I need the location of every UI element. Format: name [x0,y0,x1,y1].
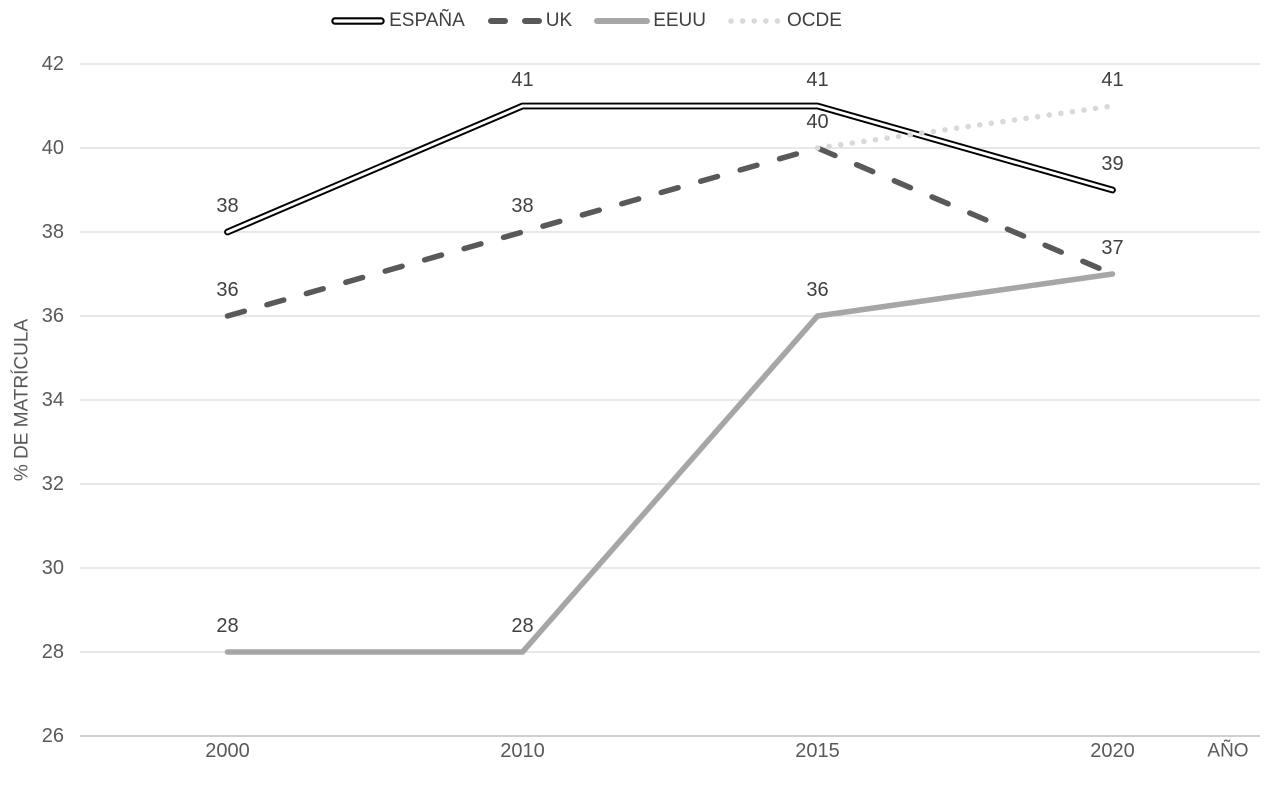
series-line-eeuu [224,271,1116,655]
series-path [224,271,1116,655]
gridlines [80,63,1260,737]
y-tick-label: 26 [42,725,64,747]
y-tick-label: 32 [42,473,64,495]
data-label-eeuu: 28 [511,615,533,637]
series-path [814,103,1116,151]
series-path [224,145,1116,319]
y-tick-label: 34 [42,389,64,411]
data-label-ocde: 41 [1101,69,1123,91]
y-axis-title: % DE MATRÍCULA [12,319,33,482]
data-label-espana: 39 [1101,153,1123,175]
data-label-eeuu: 36 [806,279,828,301]
legend-label: UK [545,10,573,31]
series-line-uk [224,145,1116,319]
x-axis-title: AÑO [1207,740,1248,762]
series-core [226,104,1114,234]
legend-label: EEUU [653,10,706,31]
data-labels: 38 41 41 39 36 38 40 28 28 36 37 41 [216,69,1123,637]
legend-item-eeuu: EEUU [594,10,706,32]
x-tick-label: 2000 [205,740,250,762]
y-tick-label: 28 [42,641,64,663]
data-label-eeuu: 37 [1101,237,1123,259]
y-tick-label: 30 [42,557,64,579]
x-tick-label: 2010 [500,740,545,762]
series-line-espana [224,102,1116,236]
legend-label: OCDE [786,10,842,31]
data-label-espana: 41 [806,69,828,91]
y-tick-labels: 26 28 30 32 34 36 38 40 42 [42,53,64,747]
legend-label: ESPAÑA [389,10,465,31]
legend-double-outline-icon [331,17,385,25]
data-label-espana: 38 [216,195,238,217]
x-tick-labels: 2000 2010 2015 2020 [205,740,1135,762]
data-label-uk: 38 [511,195,533,217]
legend-item-uk: UK [487,10,572,32]
legend-dashed-icon [487,18,542,24]
x-tick-label: 2015 [795,740,840,762]
data-label-uk: 36 [216,279,238,301]
chart-legend: ESPAÑA UK EEUU OCDE [0,6,1229,36]
legend-item-espana: ESPAÑA [330,10,465,32]
data-label-espana: 41 [511,69,533,91]
data-label-eeuu: 28 [216,615,238,637]
x-tick-label: 2020 [1090,740,1135,762]
legend-dotted-icon [728,18,784,24]
y-tick-label: 42 [42,53,64,75]
legend-item-ocde: OCDE [728,10,842,32]
legend-solid-icon [594,18,651,24]
series-line-ocde [814,103,1116,151]
y-tick-label: 36 [42,305,64,327]
data-label-uk: 40 [806,111,828,133]
y-tick-label: 40 [42,137,64,159]
y-tick-label: 38 [42,221,64,243]
